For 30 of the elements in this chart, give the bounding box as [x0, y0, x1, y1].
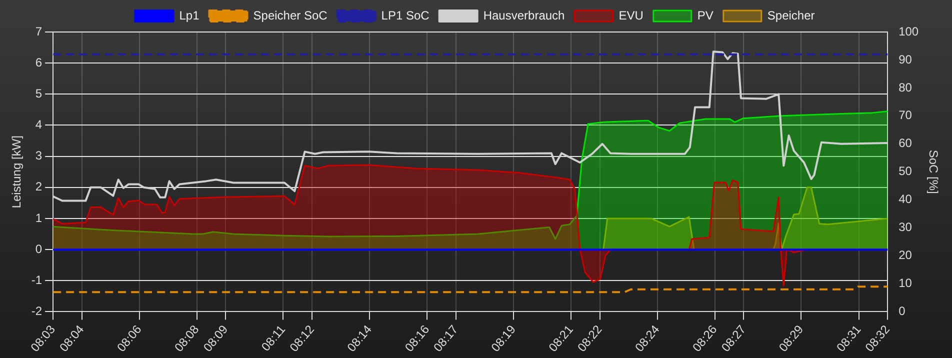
- y-axis-title: Leistung [kW]: [10, 136, 24, 208]
- y2-tick-label: 90: [898, 52, 912, 66]
- y-tick-label: 2: [35, 180, 42, 194]
- y-tick-label: 3: [35, 148, 42, 163]
- y-tick-label: 1: [35, 210, 42, 225]
- y2-tick-label: 60: [898, 136, 912, 150]
- legend-label: Hausverbrauch: [483, 8, 565, 22]
- legend-label: Speicher SoC: [253, 8, 328, 22]
- y-tick-label: 4: [35, 118, 42, 132]
- y-tick-label: 6: [35, 55, 42, 70]
- y-tick-label: 5: [35, 86, 42, 100]
- legend-label: PV: [697, 8, 714, 22]
- y2-tick-label: 50: [898, 164, 912, 178]
- y-tick-label: 7: [35, 24, 42, 38]
- y2-tick-label: 80: [898, 80, 912, 94]
- y-tick-label: -2: [31, 304, 42, 318]
- y2-tick-label: 40: [898, 192, 912, 206]
- y-tick-label: -1: [31, 272, 42, 287]
- y2-tick-label: 30: [898, 220, 912, 234]
- y2-tick-label: 20: [898, 248, 912, 262]
- legend-label: LP1 SoC: [381, 8, 430, 22]
- y2-tick-label: 100: [898, 24, 919, 38]
- legend-label: EVU: [618, 8, 644, 22]
- y2-tick-label: 70: [898, 108, 912, 122]
- y2-axis-title: SoC [%]: [926, 150, 940, 194]
- y-tick-label: 0: [35, 242, 42, 256]
- legend-label: Lp1: [179, 8, 200, 22]
- y2-tick-label: 10: [898, 276, 912, 290]
- y2-tick-label: 0: [898, 304, 906, 318]
- legend-label: Speicher: [767, 8, 815, 22]
